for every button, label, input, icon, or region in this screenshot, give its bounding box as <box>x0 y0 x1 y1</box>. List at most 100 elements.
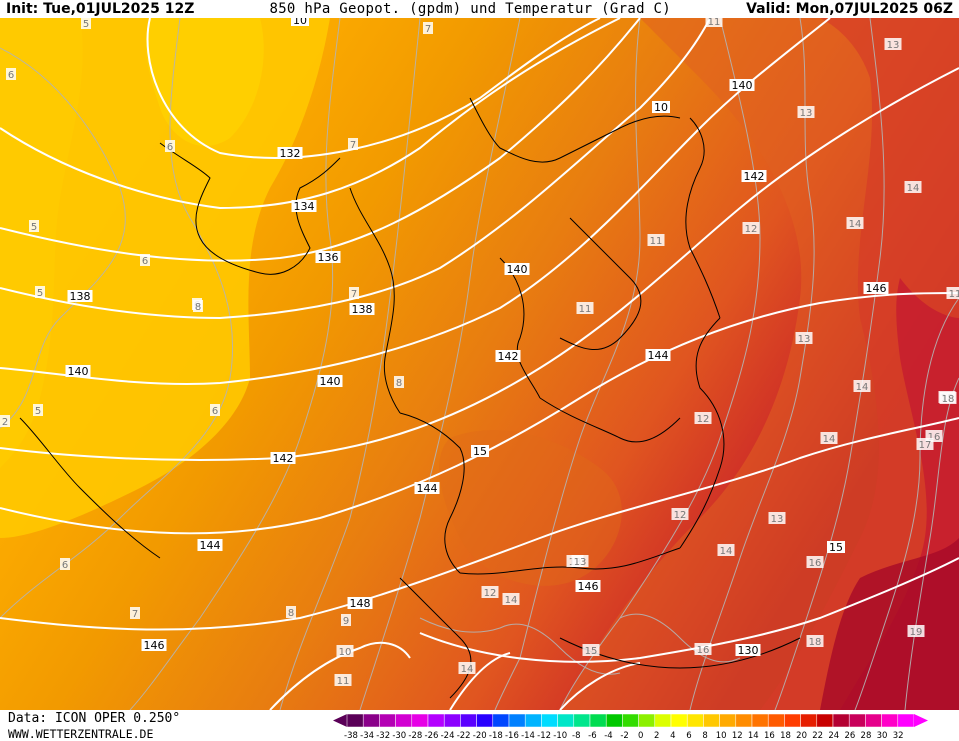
temperature-label: 7 <box>348 138 358 151</box>
isotherm-16 <box>854 297 959 710</box>
map-title: 850 hPa Geopot. (gpdm) und Temperatur (G… <box>269 1 671 17</box>
temperature-label: 14 <box>820 432 838 445</box>
temperature-label-text: 2 <box>2 417 8 428</box>
temperature-label: 15 <box>582 644 600 657</box>
temperature-label-text: 7 <box>132 609 138 620</box>
geopotential-label: 10 <box>652 101 670 114</box>
legend-swatch <box>427 713 445 728</box>
isohypse-136 <box>0 18 641 262</box>
legend-tick-label: -10 <box>553 731 567 740</box>
isohypse-134 <box>0 18 621 210</box>
geopotential-label: 134 <box>291 200 317 213</box>
temperature-label-text: 11 <box>579 304 592 315</box>
geopotential-label-text: 144 <box>200 539 221 552</box>
temperature-label-text: 12 <box>674 510 687 521</box>
legend-tick-label: -4 <box>604 731 612 740</box>
temperature-label: 6 <box>210 404 220 417</box>
legend-swatch <box>411 713 429 728</box>
isohypse-alps-1 <box>449 652 511 710</box>
geopotential-label-text: 148 <box>350 597 371 610</box>
temperature-label-text: 14 <box>720 546 733 557</box>
map-footer: Data: ICON OPER 0.250° WWW.WETTERZENTRAL… <box>0 710 959 741</box>
temperature-label-text: 12 <box>745 224 758 235</box>
temperature-label-text: 6 <box>8 70 14 81</box>
legend-swatch <box>492 713 510 728</box>
temperature-label-text: 7 <box>351 289 357 300</box>
isotherm-6 <box>0 18 234 619</box>
legend-tick-label: 2 <box>654 731 659 740</box>
legend-tick-label: 12 <box>732 731 743 740</box>
isohypse-146 <box>0 417 959 631</box>
legend-swatch <box>816 713 834 728</box>
legend-tick-label: 4 <box>670 731 675 740</box>
band-12-14 <box>560 18 959 710</box>
temperature-label-text: 17 <box>919 440 932 451</box>
temperature-label: 5 <box>81 18 91 30</box>
isotherm-12 <box>559 18 761 710</box>
geopotential-label-text: 130 <box>738 644 759 657</box>
website-credit: WWW.WETTERZENTRALE.DE <box>8 727 154 741</box>
legend-tick-label: -38 <box>344 731 358 740</box>
temperature-label-text: 13 <box>574 557 587 568</box>
legend-swatch <box>622 713 639 728</box>
border-france-germany <box>399 412 465 574</box>
geopotential-label-text: 132 <box>280 147 301 160</box>
geopotential-label: 138 <box>67 290 93 303</box>
legend-tick-label: 18 <box>780 731 791 740</box>
legend-ticks: -38 -34 -32 -30 -28 -26 -24 -22 -20 -18 -16 -14 -12-… <box>344 731 904 740</box>
legend-swatch <box>379 713 396 728</box>
temperature-label-text: 6 <box>142 256 148 267</box>
temperature-label-text: 13 <box>771 514 784 525</box>
isohypse-alps-2 <box>559 662 641 710</box>
geopotential-label: 140 <box>729 79 755 92</box>
geopotential-label: 144 <box>197 539 223 552</box>
legend-tick-label: 16 <box>764 731 775 740</box>
temperature-label-text: 5 <box>35 406 41 417</box>
temperature-label: 6 <box>6 68 16 81</box>
legend-tick-label: -16 <box>505 731 519 740</box>
band-5 <box>145 18 264 147</box>
isotherm-14-alps <box>419 617 621 675</box>
legend-tick-label: -12 <box>537 731 551 740</box>
legend-swatch <box>476 713 494 728</box>
border-state-2 <box>499 257 541 399</box>
temperature-label: 14 <box>502 593 520 606</box>
geopotential-label: 138 <box>349 303 375 316</box>
temperature-label: 18 <box>939 392 957 405</box>
legend-tick-label: 24 <box>828 731 839 740</box>
temperature-label: 5 <box>29 220 39 233</box>
temperature-label-text: 7 <box>425 24 431 35</box>
temperature-bands <box>0 18 959 710</box>
geopotential-label-text: 10 <box>654 101 668 114</box>
temperature-label: 13 <box>571 555 589 568</box>
isohypse-138 <box>0 18 711 320</box>
temperature-label-text: 13 <box>887 40 900 51</box>
temperature-label-text: 12 <box>484 588 497 599</box>
temperature-label: 16 <box>694 643 712 656</box>
isotherm-16-alps <box>619 613 741 663</box>
geopotential-label-text: 144 <box>648 349 669 362</box>
temperature-label: 8 <box>286 606 296 619</box>
geopotential-label-text: 140 <box>320 375 341 388</box>
temperature-label: 13 <box>884 38 902 51</box>
legend-tick-label: -30 <box>392 731 406 740</box>
geopotential-label: 144 <box>414 482 440 495</box>
temperature-label: 14 <box>853 380 871 393</box>
geopotential-label: 146 <box>141 639 167 652</box>
geopotential-label-text: 146 <box>578 580 599 593</box>
geopotential-label: 132 <box>277 147 303 160</box>
temperature-label: 16 <box>806 556 824 569</box>
geopotential-label: 130 <box>735 644 761 657</box>
geopotential-label: 146 <box>575 580 601 593</box>
legend-swatch <box>848 713 866 728</box>
temperature-label: 13 <box>797 106 815 119</box>
legend-tick-label: -2 <box>620 731 628 740</box>
legend-tick-label: 6 <box>686 731 691 740</box>
legend-swatch <box>557 713 575 728</box>
legend-swatch <box>524 713 542 728</box>
map-header: Init: Tue,01JUL2025 12Z 850 hPa Geopot. … <box>0 0 959 18</box>
legend-tick-label: -6 <box>588 731 596 740</box>
temperature-label: 14 <box>904 181 922 194</box>
temperature-label: 14 <box>458 662 476 675</box>
temperature-label-text: 19 <box>910 627 923 638</box>
